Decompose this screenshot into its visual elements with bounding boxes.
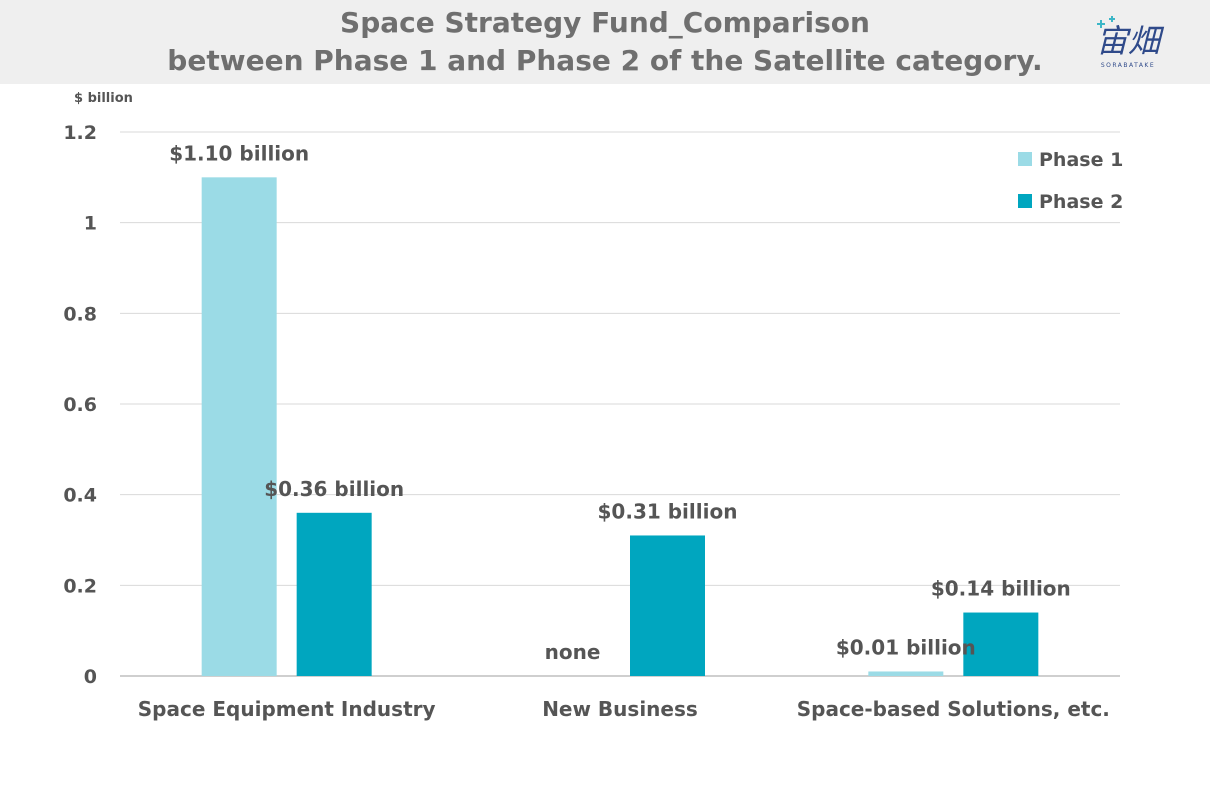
- legend-label: Phase 2: [1039, 191, 1123, 213]
- x-category-label: New Business: [542, 697, 698, 721]
- data-label: $0.01 billion: [836, 635, 976, 659]
- y-tick-label: 0.4: [63, 485, 97, 507]
- bar-phase-1: [201, 177, 277, 677]
- chart-title-line-2: between Phase 1 and Phase 2 of the Satel…: [167, 44, 1043, 77]
- y-tick-label: 1.2: [63, 122, 97, 144]
- bar-phase-2: [296, 512, 372, 676]
- logo-mark: 宙畑: [1096, 22, 1165, 60]
- gridlines: [120, 131, 1120, 677]
- chart-title-line-1: Space Strategy Fund_Comparison: [340, 6, 870, 39]
- data-label: $1.10 billion: [169, 141, 309, 165]
- x-axis-categories: Space Equipment Industry New Business Spac…: [138, 697, 1110, 721]
- data-label: $0.31 billion: [598, 499, 738, 523]
- sorabatake-logo: 宙畑 SORABATAKE: [1096, 16, 1165, 69]
- logo-sparkle-icon: [1097, 20, 1105, 28]
- y-axis-ticks: 0 0.2 0.4 0.6 0.8 1 1.2: [63, 122, 97, 688]
- chart-title: Space Strategy Fund_Comparison between P…: [140, 4, 1070, 80]
- y-axis-unit-label: $ billion: [74, 91, 133, 106]
- data-label: $0.36 billion: [264, 477, 404, 501]
- logo-subtext: SORABATAKE: [1101, 62, 1155, 69]
- y-tick-label: 1: [84, 213, 97, 235]
- legend-swatch: [1018, 152, 1032, 166]
- title-banner: Space Strategy Fund_Comparison between P…: [0, 0, 1210, 84]
- bar-phase-1: [868, 671, 944, 676]
- bar-phase-2: [963, 612, 1039, 676]
- y-tick-label: 0.8: [63, 303, 97, 325]
- legend-swatch: [1018, 194, 1032, 208]
- legend-label: Phase 1: [1039, 149, 1123, 171]
- y-tick-label: 0: [84, 666, 97, 688]
- x-category-label: Space Equipment Industry: [138, 697, 436, 721]
- data-label: none: [545, 640, 601, 664]
- data-label: $0.14 billion: [931, 577, 1071, 601]
- legend: Phase 1 Phase 2: [1018, 149, 1123, 213]
- bar-phase-2: [630, 535, 705, 676]
- y-tick-label: 0.2: [63, 575, 97, 597]
- x-category-label: Space-based Solutions, etc.: [797, 697, 1110, 721]
- data-labels: $1.10 billion $0.36 billion none $0.31 bill…: [169, 141, 1071, 664]
- logo-sparkle-icon: [1109, 16, 1115, 22]
- bars: [201, 177, 1039, 677]
- y-tick-label: 0.6: [63, 394, 97, 416]
